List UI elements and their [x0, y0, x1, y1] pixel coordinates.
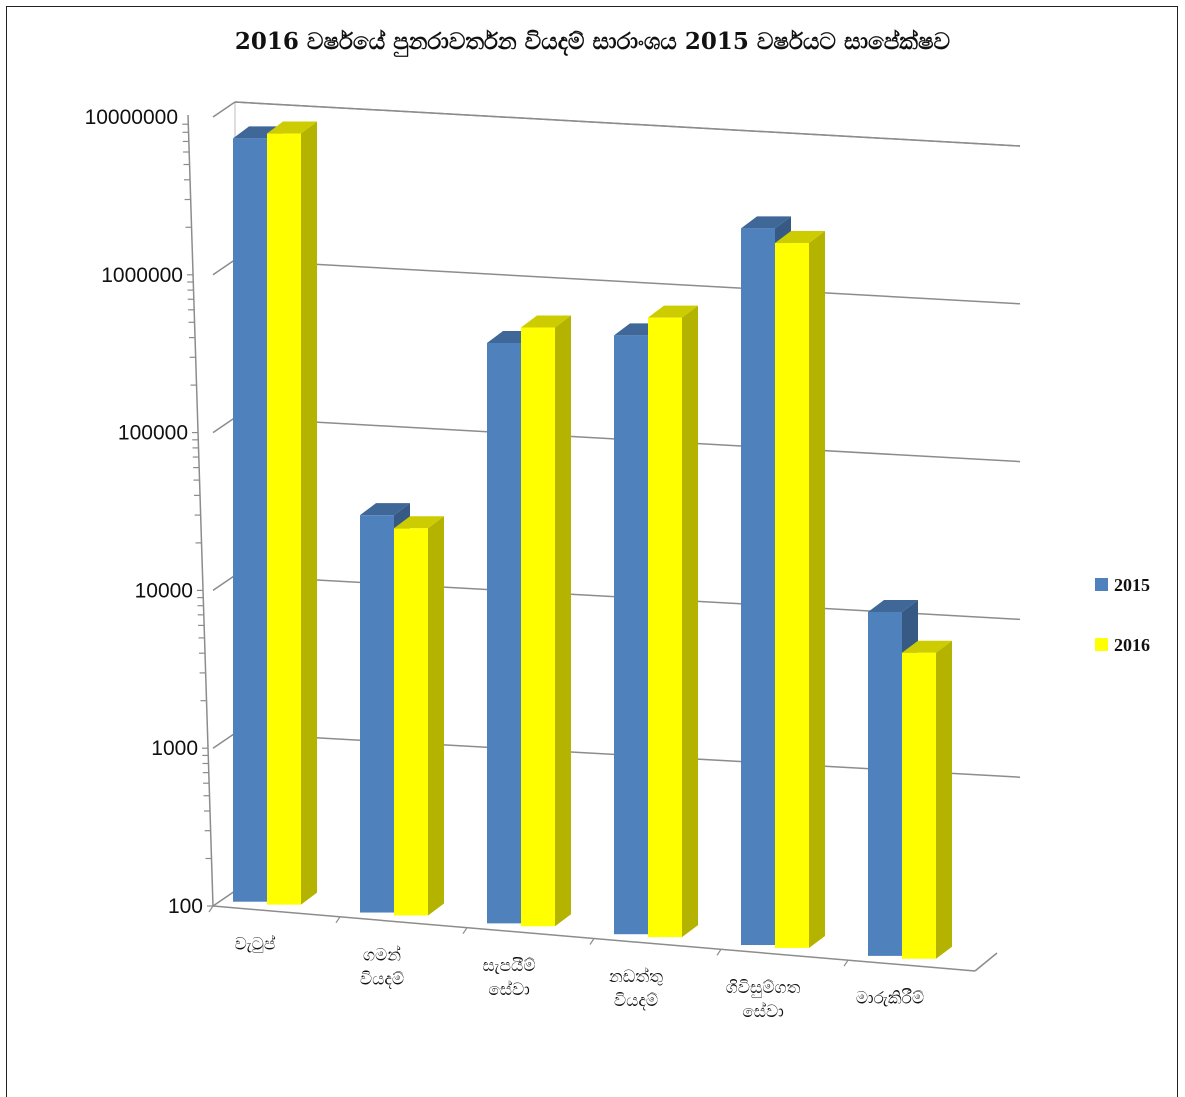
- bar-front: [741, 228, 775, 946]
- side-gridline: [212, 574, 236, 592]
- bar-top: [902, 640, 952, 653]
- y-tick-label: 1000: [151, 737, 198, 760]
- bar-top: [394, 516, 444, 529]
- x-tick-label: ගිවිසුම්ගත: [726, 978, 801, 998]
- bar-top: [267, 121, 317, 134]
- x-tick-label: සැපයීම්: [483, 956, 536, 976]
- x-tick-label: ගමන්: [363, 945, 401, 965]
- side-gridline: [212, 101, 236, 118]
- x-tick-label: සේවා: [488, 980, 530, 1000]
- tick-labels: 10000000 1000000 100000 10000 1000 100 වැටුප් ග…: [85, 106, 925, 1022]
- side-gridline: [212, 259, 236, 276]
- bar-2016-2: [394, 516, 444, 916]
- x-tick-label: නඩත්තු: [609, 967, 663, 987]
- gridline: [234, 259, 1021, 305]
- bar-side: [809, 231, 825, 948]
- y-tick-label: 10000000: [85, 106, 178, 129]
- bar-top: [521, 315, 571, 328]
- floor-right-edge: [974, 952, 998, 972]
- bars: [233, 121, 952, 959]
- x-tick: [716, 949, 722, 956]
- x-tick: [843, 959, 849, 967]
- bar-top: [360, 503, 410, 516]
- bar-2016-1: [267, 121, 317, 905]
- legend-swatch-2015: [1095, 578, 1108, 591]
- x-tick-label: මාරුකිරීම්: [856, 989, 924, 1009]
- bar-front: [868, 611, 902, 956]
- bar-front: [267, 133, 301, 905]
- bar-front: [775, 243, 809, 948]
- bar-front: [233, 138, 267, 902]
- legend: 2015 2016: [1095, 575, 1150, 655]
- bar-side: [428, 516, 444, 916]
- bar-side: [301, 121, 317, 905]
- bar-front: [902, 652, 936, 959]
- bar-front: [614, 335, 648, 935]
- x-tick: [462, 927, 468, 934]
- x-tick: [589, 938, 595, 945]
- x-tick: [208, 905, 214, 913]
- bar-2016-5: [775, 231, 825, 948]
- bar-side: [555, 315, 571, 927]
- side-gridline: [212, 732, 236, 749]
- bar-side: [682, 305, 698, 938]
- axes: [182, 114, 998, 972]
- bar-top: [775, 231, 825, 244]
- y-tick-label: 100000: [118, 422, 188, 445]
- y-tick-label: 100: [168, 895, 203, 918]
- x-tick-label: වියදම්: [360, 969, 404, 989]
- legend-swatch-2016: [1095, 638, 1108, 651]
- x-tick-label: සේවා: [742, 1002, 784, 1022]
- bar-2016-3: [521, 315, 571, 927]
- bar-front: [394, 528, 428, 916]
- bar-2016-6: [902, 640, 952, 959]
- legend-label-2016: 2016: [1114, 635, 1150, 655]
- bar-side: [936, 640, 952, 959]
- y-axis-line: [187, 114, 214, 907]
- y-tick-label: 1000000: [101, 264, 183, 287]
- chart-title: 2016 වර්ෂයේ පුනරාවර්තන වියදම් සාරාංශය 20…: [234, 28, 951, 55]
- gridline: [234, 101, 1021, 147]
- bar-top: [741, 216, 791, 229]
- x-tick-label: වියදම්: [614, 991, 658, 1011]
- side-gridline: [212, 416, 236, 434]
- bar-front: [487, 342, 521, 924]
- bar-2016-4: [648, 305, 698, 938]
- side-gridline: [212, 890, 236, 907]
- bar-top: [868, 599, 918, 612]
- bar-front: [648, 317, 682, 938]
- bar-top: [648, 305, 698, 318]
- x-tick: [335, 916, 341, 924]
- y-tick-label: 10000: [135, 579, 193, 602]
- bar-front: [521, 327, 555, 927]
- bar-front: [360, 515, 394, 913]
- x-tick-label: වැටුප්: [235, 934, 276, 954]
- legend-label-2015: 2015: [1114, 575, 1150, 595]
